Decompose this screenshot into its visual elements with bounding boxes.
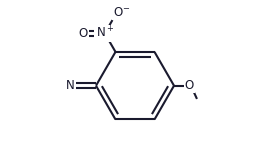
Text: $\mathregular{O}^{\minus}$: $\mathregular{O}^{\minus}$ — [113, 6, 130, 19]
Text: O: O — [185, 79, 194, 92]
Text: $\mathregular{N}^+$: $\mathregular{N}^+$ — [96, 26, 114, 41]
Text: N: N — [66, 79, 75, 92]
Text: O: O — [79, 27, 88, 40]
